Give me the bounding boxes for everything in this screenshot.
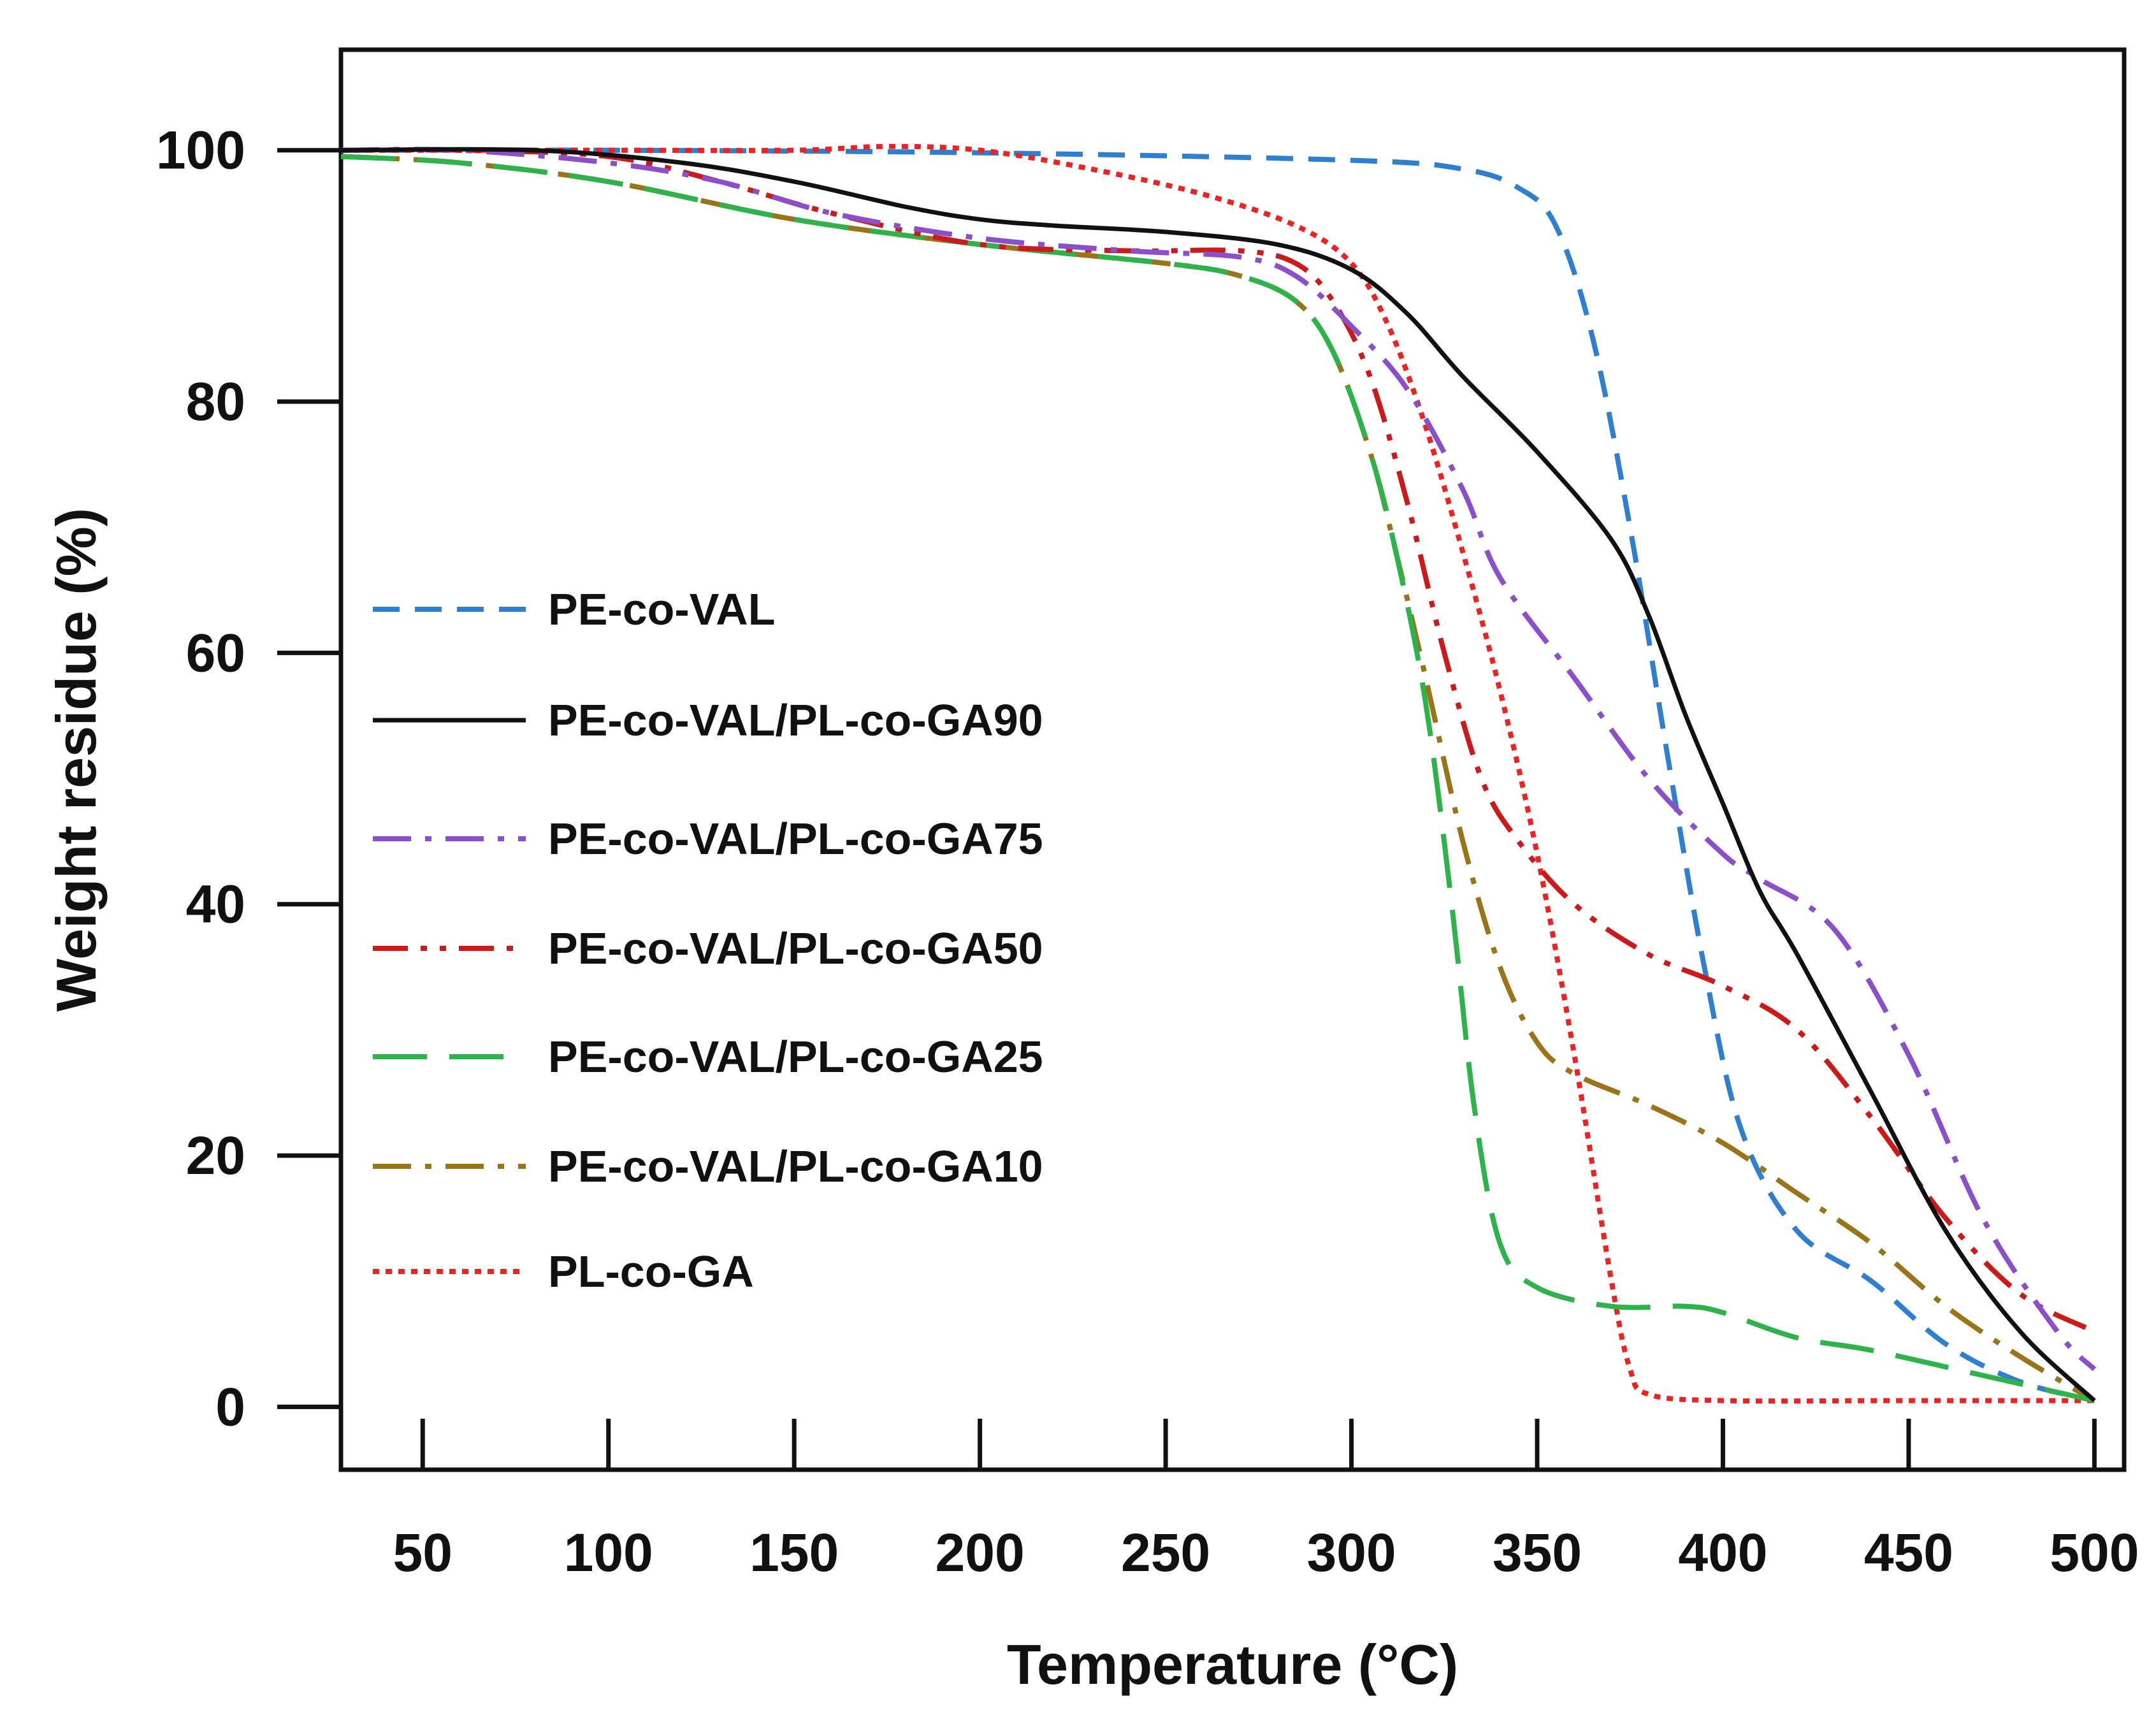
legend-label-pl-co-ga: PL-co-GA [548,1247,754,1296]
legend-label-pe-co-val-pl-co-ga75: PE-co-VAL/PL-co-GA75 [548,814,1043,864]
x-axis-title: Temperature (°C) [1007,1633,1458,1696]
legend: PE-co-VAL PE-co-VAL/PL-co-GA90 PE-co-VAL/P… [373,584,1043,1296]
axis-ticks [277,148,2097,1470]
series-line-pe-co-val-pl-co-ga90 [340,147,2096,1403]
x-tick-label: 250 [1121,1523,1210,1583]
legend-label-pe-co-val-pl-co-ga90: PE-co-VAL/PL-co-GA90 [548,695,1043,745]
series-line-pl-co-ga [340,143,2095,1404]
x-tick-label: 500 [2050,1523,2139,1583]
x-tick-label: 350 [1493,1523,1582,1583]
tick-labels: 50 100 150 200 250 300 350 400 450 500 0 20 40 60 80 10… [156,120,2139,1583]
x-tick-label: 450 [1864,1523,1953,1583]
y-tick-label: 40 [186,874,245,934]
x-tick-label: 100 [564,1523,653,1583]
legend-label-pe-co-val: PE-co-VAL [548,584,776,634]
series-line-pe-co-val [340,147,2095,1403]
series-layer [340,143,2097,1404]
x-tick-label: 150 [749,1523,839,1583]
y-tick-label: 0 [215,1377,245,1437]
y-tick-label: 20 [186,1126,245,1185]
x-tick-label: 50 [393,1523,452,1583]
y-tick-label: 80 [186,372,245,431]
legend-label-pe-co-val-pl-co-ga25: PE-co-VAL/PL-co-GA25 [548,1032,1043,1082]
y-axis-title: Weight residue (%) [45,508,108,1011]
series-line-pe-co-val-pl-co-ga75 [340,147,2097,1372]
x-tick-label: 400 [1678,1523,1767,1583]
x-tick-label: 200 [936,1523,1025,1583]
series-line-pe-co-val-pl-co-ga25 [340,154,2095,1403]
series-line-pe-co-val-pl-co-ga50 [340,147,2096,1334]
x-tick-label: 300 [1306,1523,1396,1583]
y-tick-label: 100 [156,120,245,180]
y-tick-label: 60 [186,623,245,683]
legend-label-pe-co-val-pl-co-ga10: PE-co-VAL/PL-co-GA10 [548,1141,1043,1191]
legend-label-pe-co-val-pl-co-ga50: PE-co-VAL/PL-co-GA50 [548,924,1043,973]
plot-frame [338,47,2127,1472]
